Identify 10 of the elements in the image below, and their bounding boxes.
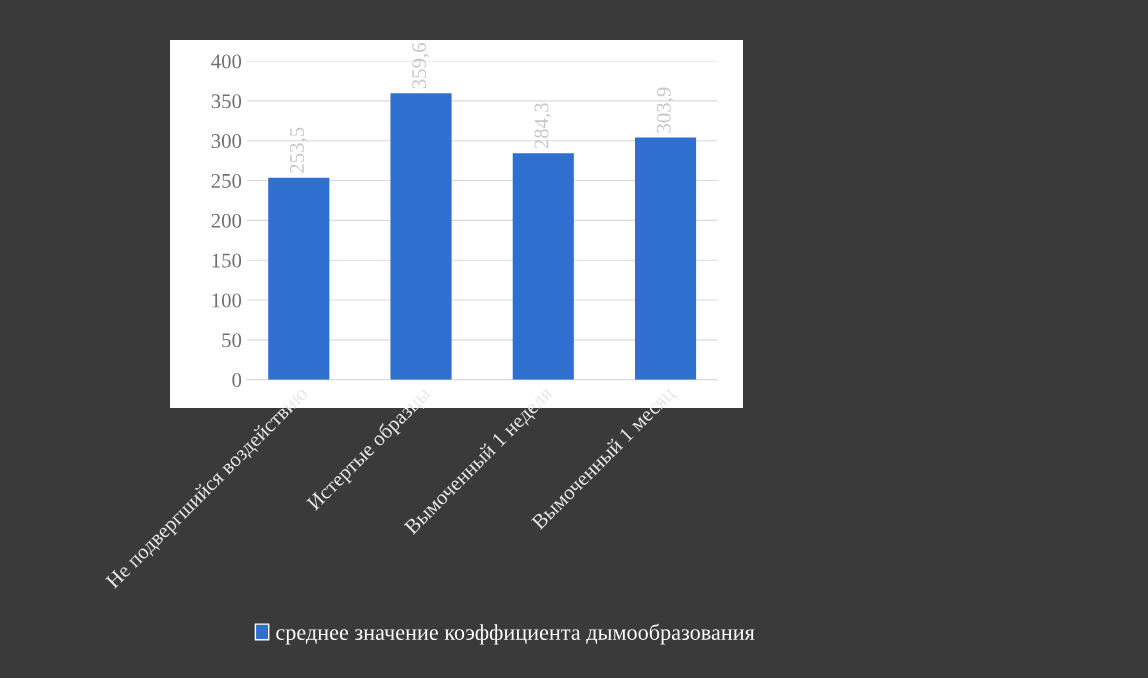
y-tick-label: 0: [232, 373, 242, 388]
y-tick-label: 400: [211, 54, 242, 69]
y-tick-label: 50: [222, 333, 242, 348]
y-tick-label: 150: [212, 253, 242, 268]
y-tick-label: 200: [211, 213, 242, 228]
legend-label: среднее значение коэффициента дымообразования: [276, 623, 755, 645]
y-tick-label: 300: [211, 134, 242, 149]
y-tick-label: 250: [211, 173, 242, 188]
y-tick-label: 100: [212, 293, 242, 308]
y-tick-label: 350: [211, 94, 242, 109]
